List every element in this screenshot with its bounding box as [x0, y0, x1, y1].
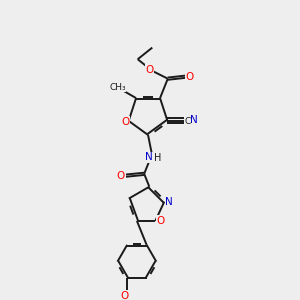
Text: O: O — [156, 216, 164, 226]
Text: N: N — [190, 115, 197, 125]
Text: O: O — [117, 171, 125, 181]
Text: CH₃: CH₃ — [109, 83, 126, 92]
Text: H: H — [154, 153, 161, 163]
Text: O: O — [122, 117, 130, 127]
Text: O: O — [145, 65, 154, 75]
Text: C: C — [185, 117, 191, 126]
Text: O: O — [120, 291, 128, 300]
Text: N: N — [145, 152, 153, 162]
Text: N: N — [165, 197, 173, 207]
Text: O: O — [185, 72, 193, 82]
